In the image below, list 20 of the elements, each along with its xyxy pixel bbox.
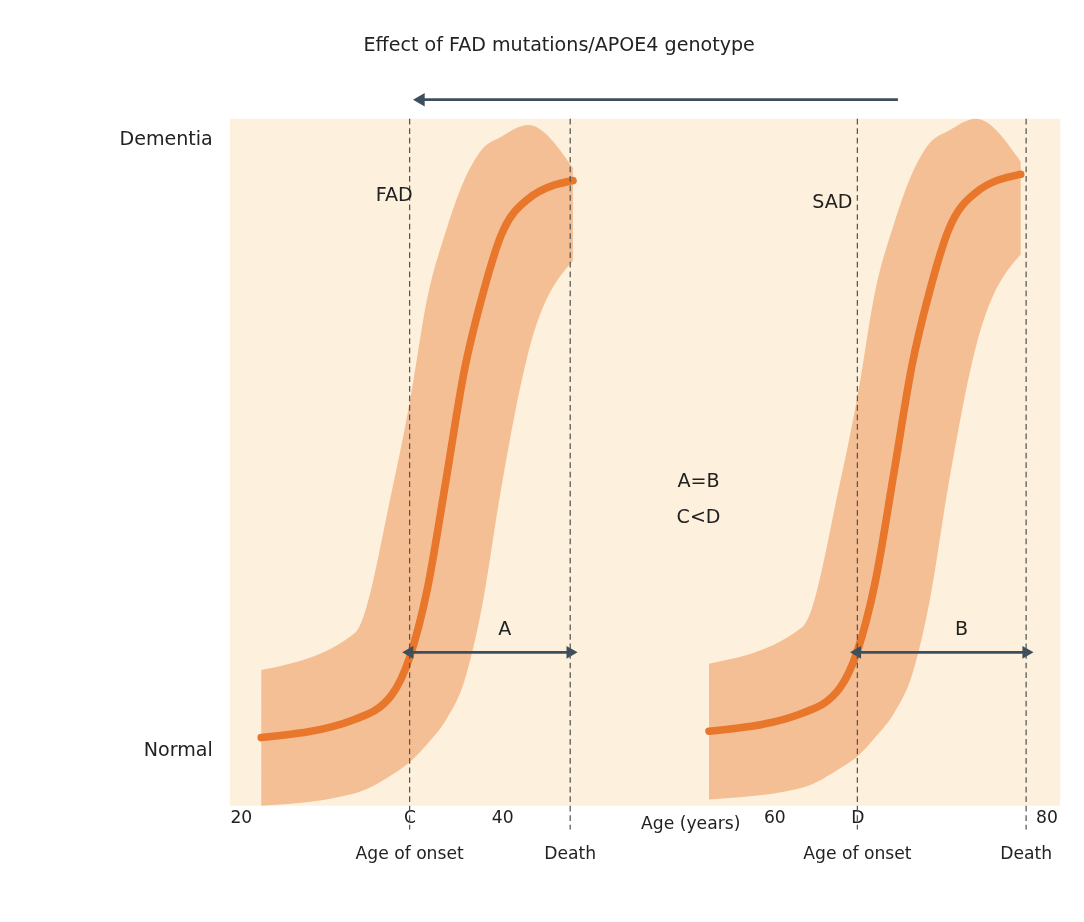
ref-line-label: Age of onset <box>803 843 912 864</box>
x-tick-label: 80 <box>1036 807 1058 828</box>
ref-line-label: Death <box>1000 843 1053 864</box>
x-tick-label: C <box>404 807 417 828</box>
text: Normal <box>143 738 213 761</box>
x-tick-label: 60 <box>763 807 786 828</box>
annotation: A <box>498 616 512 639</box>
text: Dementia <box>119 127 213 150</box>
annotation: FAD <box>375 182 413 205</box>
x-tick-label: 20 <box>230 807 253 828</box>
x-tick-label: 40 <box>491 807 514 828</box>
x-tick-label: D <box>851 807 865 828</box>
annotation: C<D <box>676 505 721 528</box>
x-axis-title: Age (years) <box>641 812 741 833</box>
annotation: SAD <box>812 190 853 213</box>
ref-line-label: Death <box>544 843 597 864</box>
ref-line-label: Age of onset <box>355 843 464 864</box>
chart-title: Effect of FAD mutations/APOE4 genotype <box>363 32 755 55</box>
annotation: B <box>954 616 968 639</box>
annotation: A=B <box>677 469 720 492</box>
